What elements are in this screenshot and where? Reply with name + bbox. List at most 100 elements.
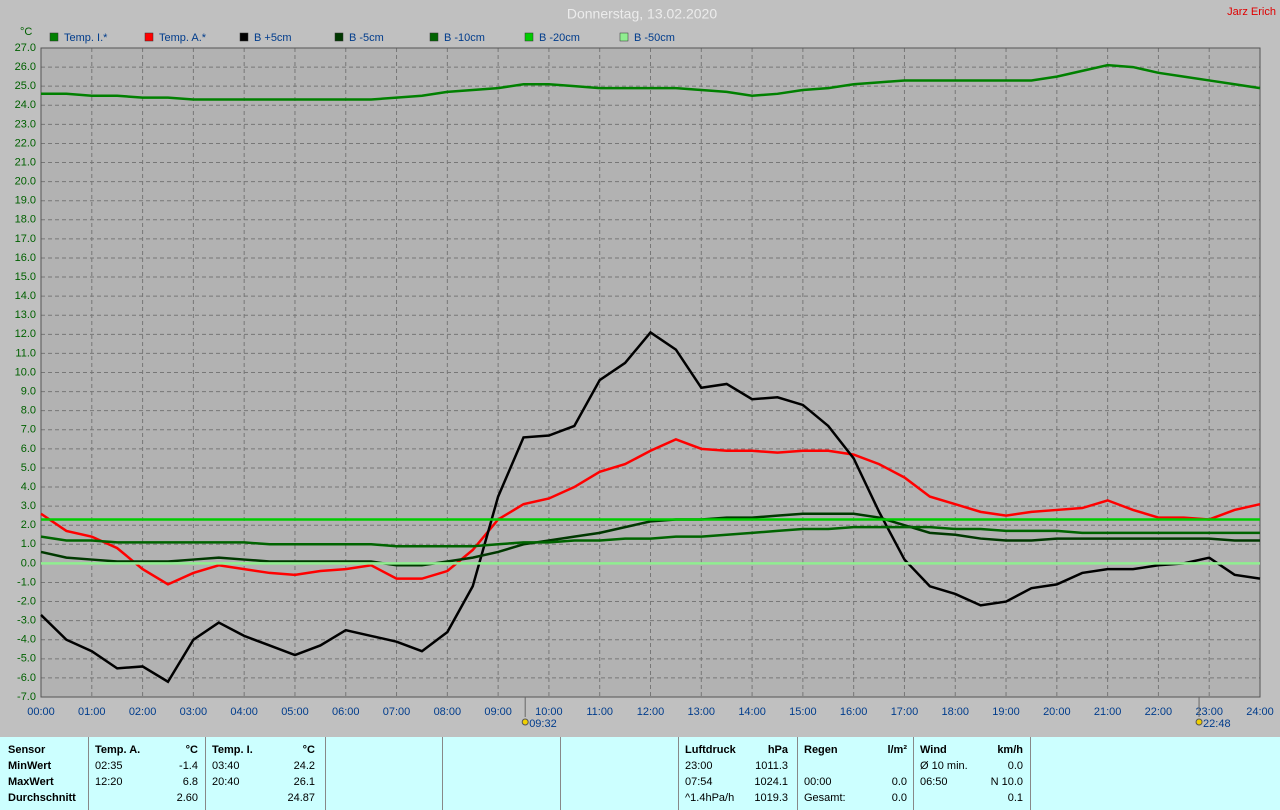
cell-value: 2.60 <box>176 792 198 804</box>
x-tick-label: 07:00 <box>383 706 411 718</box>
panel-unit: °C <box>185 744 198 756</box>
cell-time: 03:40 <box>212 760 240 772</box>
y-tick-label: 18.0 <box>15 214 36 226</box>
y-tick-label: 21.0 <box>15 156 36 168</box>
separator <box>797 737 798 810</box>
y-tick-label: 25.0 <box>15 80 36 92</box>
series-line <box>40 437 1261 586</box>
cell-value: 1011.3 <box>755 760 788 772</box>
row-label: Durchschnitt <box>8 792 76 804</box>
cell-time: 23:00 <box>685 760 713 772</box>
x-tick-label: 24:00 <box>1246 706 1274 718</box>
series-line <box>40 512 1260 567</box>
separator <box>442 737 443 810</box>
y-tick-label: 13.0 <box>15 309 36 321</box>
x-tick-label: 04:00 <box>230 706 258 718</box>
x-tick-label: 10:00 <box>535 706 563 718</box>
stats-table: Sensor MinWert MaxWert Durchschnitt Temp. A.… <box>0 737 1280 810</box>
panel-unit: km/h <box>997 744 1023 756</box>
marker-label: 09:32 <box>529 718 557 730</box>
cell-value: 6.8 <box>182 776 198 788</box>
row-label: Sensor <box>8 744 46 756</box>
cell-time: 00:00 <box>804 776 832 788</box>
y-tick-label: 1.0 <box>21 538 36 550</box>
y-tick-label: -5.0 <box>17 653 36 665</box>
y-tick-label: -6.0 <box>17 672 36 684</box>
legend-swatch <box>144 32 154 42</box>
marker-icon <box>521 718 529 726</box>
row-label: MaxWert <box>8 776 54 788</box>
panel-unit: l/m² <box>887 744 907 756</box>
y-tick-label: 3.0 <box>21 500 36 512</box>
y-tick-label: 12.0 <box>15 328 36 340</box>
x-tick-label: 12:00 <box>637 706 665 718</box>
y-tick-label: 10.0 <box>15 366 36 378</box>
marker-label: 22:48 <box>1203 718 1231 730</box>
legend-swatch <box>619 32 629 42</box>
panel-unit: hPa <box>767 744 788 756</box>
x-tick-label: 15:00 <box>789 706 817 718</box>
x-tick-label: 09:00 <box>484 706 512 718</box>
cell-value: 0.1 <box>1007 792 1023 804</box>
author: Jarz Erich <box>1227 6 1276 18</box>
x-tick-label: 05:00 <box>281 706 309 718</box>
y-tick-label: 14.0 <box>15 290 36 302</box>
panel-unit: °C <box>302 744 315 756</box>
cell-value: -1.4 <box>179 760 198 772</box>
cell-time: 12:20 <box>95 776 123 788</box>
x-tick-label: 16:00 <box>840 706 868 718</box>
separator <box>913 737 914 810</box>
legend-label: Temp. A.* <box>159 32 207 44</box>
y-tick-label: 5.0 <box>21 462 36 474</box>
panel-title: Temp. I. <box>212 744 253 756</box>
x-tick-label: 17:00 <box>891 706 919 718</box>
legend-label: B -5cm <box>349 32 384 44</box>
legend-label: Temp. I.* <box>64 32 108 44</box>
legend-label: B -20cm <box>539 32 580 44</box>
y-tick-label: 20.0 <box>15 176 36 188</box>
series-line <box>41 63 1261 101</box>
y-tick-label: 4.0 <box>21 481 36 493</box>
legend-swatch <box>429 32 439 42</box>
y-tick-label: 6.0 <box>21 443 36 455</box>
marker-icon <box>1195 718 1203 726</box>
y-tick-label: 16.0 <box>15 252 36 264</box>
legend-swatch <box>524 32 534 42</box>
y-tick-label: -4.0 <box>17 634 36 646</box>
x-tick-label: 03:00 <box>180 706 208 718</box>
y-tick-label: -1.0 <box>17 576 36 588</box>
x-tick-label: 02:00 <box>129 706 157 718</box>
y-tick-label: -3.0 <box>17 615 36 627</box>
y-tick-label: 2.0 <box>21 519 36 531</box>
separator <box>205 737 206 810</box>
x-tick-label: 21:00 <box>1094 706 1122 718</box>
separator <box>88 737 89 810</box>
y-tick-label: 22.0 <box>15 137 36 149</box>
chart-title: Donnerstag, 13.02.2020 <box>567 6 717 22</box>
row-label: MinWert <box>8 760 52 772</box>
panel-title: Wind <box>920 744 947 756</box>
separator <box>325 737 326 810</box>
cell-value: 26.1 <box>293 776 315 788</box>
x-tick-label: 00:00 <box>27 706 55 718</box>
y-tick-label: 19.0 <box>15 195 36 207</box>
cell-time: 06:50 <box>920 776 948 788</box>
x-tick-label: 06:00 <box>332 706 360 718</box>
cell-time: ^1.4hPa/h <box>685 792 735 804</box>
x-tick-label: 23:00 <box>1195 706 1223 718</box>
x-tick-label: 19:00 <box>992 706 1020 718</box>
cell-value: 0.0 <box>891 776 907 788</box>
cell-value: 24.2 <box>293 760 315 772</box>
cell-value: 24.87 <box>287 792 315 804</box>
legend-label: B +5cm <box>254 32 292 44</box>
cell-time: 02:35 <box>95 760 123 772</box>
y-unit: °C <box>20 26 32 38</box>
y-tick-label: -7.0 <box>17 691 36 703</box>
legend-label: B -50cm <box>634 32 675 44</box>
y-tick-label: 7.0 <box>21 424 36 436</box>
panel-title: Regen <box>804 744 838 756</box>
cell-value: 0.0 <box>891 792 907 804</box>
cell-value: 0.0 <box>1007 760 1023 772</box>
y-tick-label: 15.0 <box>15 271 36 283</box>
